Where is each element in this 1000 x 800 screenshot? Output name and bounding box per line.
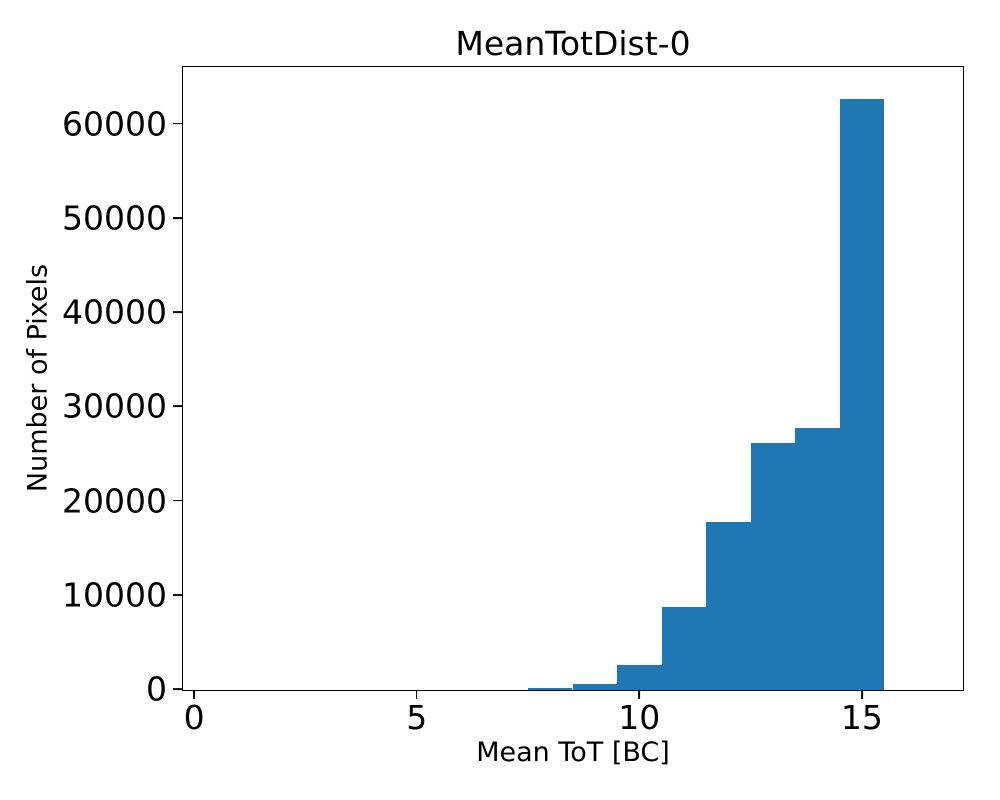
- x-tick-mark: [193, 690, 196, 699]
- y-tick-mark: [172, 311, 182, 313]
- x-tick-label: 0: [183, 698, 205, 737]
- y-tick-label: 40000: [62, 292, 167, 332]
- histogram-bar: [706, 522, 751, 690]
- histogram-bar: [795, 428, 840, 690]
- histogram-bar: [839, 99, 885, 690]
- y-tick-label: 50000: [62, 198, 167, 238]
- y-tick-mark: [172, 122, 182, 125]
- x-tick-label: 10: [618, 698, 661, 737]
- y-axis-label: Number of Pixels: [22, 263, 54, 493]
- y-tick-label: 10000: [62, 575, 167, 615]
- x-tick-mark: [415, 690, 418, 699]
- x-axis-label: Mean ToT [BC]: [476, 737, 670, 768]
- x-tick-label: 5: [406, 698, 428, 737]
- chart-title: MeanTotDist-0: [455, 24, 691, 63]
- y-tick-mark: [172, 688, 182, 690]
- histogram-bar: [617, 664, 662, 690]
- x-tick-mark: [638, 690, 641, 699]
- x-tick-label: 15: [840, 698, 883, 737]
- histogram-bar: [527, 688, 573, 690]
- x-tick-mark: [860, 690, 863, 699]
- y-tick-mark: [172, 593, 182, 596]
- y-tick-label: 20000: [62, 481, 167, 520]
- histogram-bar: [661, 607, 707, 690]
- y-tick-mark: [172, 216, 182, 219]
- histogram-bar: [750, 443, 796, 690]
- y-tick-mark: [172, 405, 182, 408]
- y-tick-label: 0: [146, 669, 167, 709]
- y-tick-label: 60000: [62, 104, 167, 144]
- y-tick-label: 30000: [62, 386, 167, 426]
- plot-area: 0 5 10 15 0 10000 20000 30000 40000 50000 60000: [62, 66, 964, 734]
- y-tick-mark: [172, 499, 182, 502]
- histogram-bar: [572, 684, 617, 690]
